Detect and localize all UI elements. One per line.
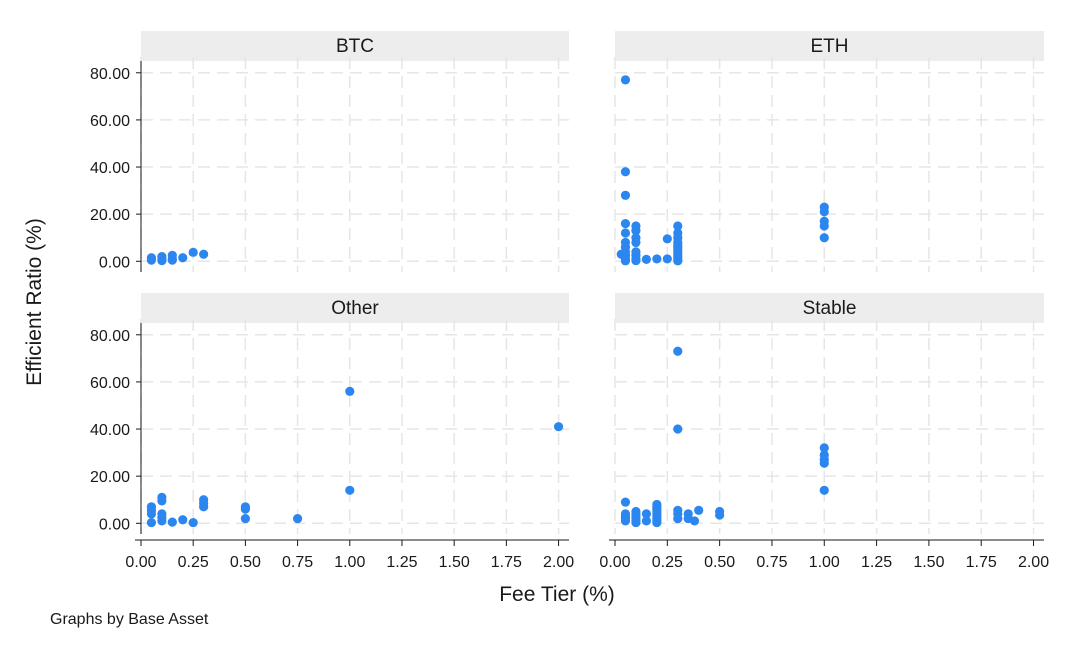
- data-point-stable: [715, 510, 725, 520]
- data-point-stable: [631, 517, 641, 528]
- data-point-other: [345, 386, 355, 396]
- data-point-eth: [620, 190, 631, 200]
- data-point-btc: [178, 253, 188, 263]
- data-point-eth: [819, 207, 829, 217]
- y-tick-label-btc: 40.00: [90, 160, 130, 177]
- data-point-stable: [673, 513, 683, 524]
- x-tick-label-stable: 0.50: [704, 554, 735, 571]
- data-point-stable: [641, 516, 651, 526]
- data-point-other: [188, 517, 198, 528]
- x-tick-label-stable: 1.25: [861, 554, 892, 571]
- data-point-eth: [620, 167, 631, 177]
- data-point-eth: [620, 75, 631, 85]
- x-tick-label-other: 1.75: [491, 554, 522, 571]
- panel-eth: ETH: [614, 31, 1044, 272]
- x-tick-label-other: 0.25: [178, 554, 209, 571]
- x-tick-label-other: 1.00: [334, 554, 365, 571]
- panel-other: Other 0.00 20.00 40.00 60.00 80.00 0.00 0.25 0.5…: [90, 293, 574, 571]
- x-tick-label-other: 0.00: [125, 554, 156, 571]
- y-tick-label-btc: 80.00: [90, 66, 130, 83]
- data-point-other: [240, 504, 250, 514]
- data-point-btc: [157, 251, 167, 262]
- data-point-eth: [616, 249, 626, 259]
- data-point-other: [292, 513, 303, 524]
- x-tick-label-stable: 1.00: [809, 554, 840, 571]
- y-tick-label-btc: 20.00: [90, 207, 130, 224]
- graphs-by-note: Graphs by Base Asset: [50, 611, 209, 628]
- data-point-other: [146, 517, 157, 528]
- data-point-other: [240, 513, 250, 524]
- y-tick-label-btc: 60.00: [90, 113, 130, 130]
- y-tick-label-other: 80.00: [90, 328, 130, 345]
- data-point-stable: [689, 516, 700, 526]
- data-point-btc: [188, 247, 198, 257]
- x-tick-label-other: 0.50: [230, 554, 261, 571]
- data-point-eth: [662, 254, 672, 264]
- y-tick-label-other: 40.00: [90, 422, 130, 439]
- y-axis-title: Efficient Ratio (%): [23, 218, 46, 386]
- data-point-stable: [620, 516, 631, 526]
- x-tick-label-other: 2.00: [543, 554, 574, 571]
- panel-btc: BTC 0.00 20.00 40.00 60.00 80.00: [90, 31, 569, 272]
- x-tick-label-stable: 1.75: [966, 554, 997, 571]
- data-point-eth: [631, 237, 641, 248]
- data-point-stable: [819, 485, 829, 495]
- data-point-eth: [819, 221, 829, 231]
- panel-strip-btc: [141, 31, 569, 61]
- data-point-stable: [694, 505, 704, 515]
- data-point-stable: [641, 509, 651, 519]
- panel-stable: Stable 0.00 0.25 0.50 0.75 1.00 1.25 1.50 1.75 2.…: [599, 293, 1049, 571]
- panels-group: BTC 0.00 20.00 40.00 60.00 80.00 ETH Other 0.00 2…: [90, 31, 1049, 571]
- data-point-eth: [673, 221, 683, 231]
- data-point-eth: [620, 218, 631, 229]
- data-point-eth: [631, 255, 641, 266]
- y-tick-label-other: 60.00: [90, 375, 130, 392]
- data-point-other: [146, 509, 157, 519]
- data-point-stable: [673, 346, 683, 356]
- data-point-btc: [199, 249, 209, 259]
- x-tick-label-stable: 0.25: [652, 554, 683, 571]
- panel-strip-other: [141, 293, 569, 323]
- x-tick-label-stable: 2.00: [1018, 554, 1049, 571]
- data-point-btc: [167, 250, 177, 260]
- data-point-eth: [641, 254, 651, 265]
- data-point-other: [553, 422, 564, 432]
- x-tick-label-other: 0.75: [282, 554, 313, 571]
- panel-strip-stable: [615, 293, 1044, 323]
- panel-title-other: Other: [331, 298, 379, 319]
- data-point-other: [157, 516, 167, 526]
- y-tick-label-btc: 0.00: [99, 254, 130, 271]
- data-point-eth: [819, 233, 829, 243]
- data-point-btc: [146, 253, 157, 263]
- data-point-eth: [631, 226, 641, 236]
- data-point-eth: [620, 256, 631, 266]
- panel-title-stable: Stable: [803, 298, 857, 319]
- data-point-eth: [620, 228, 631, 238]
- panel-title-eth: ETH: [811, 36, 849, 57]
- data-point-eth: [652, 254, 662, 264]
- data-point-stable: [620, 497, 631, 507]
- data-point-other: [199, 502, 209, 512]
- data-point-stable: [819, 458, 829, 468]
- data-point-stable: [819, 443, 829, 453]
- y-tick-label-other: 20.00: [90, 469, 130, 486]
- data-point-other: [345, 485, 355, 495]
- panel-strip-eth: [615, 31, 1044, 61]
- data-point-eth: [673, 256, 683, 266]
- y-tick-label-other: 0.00: [99, 516, 130, 533]
- data-point-stable: [673, 424, 683, 434]
- data-point-other: [167, 517, 177, 527]
- data-point-stable: [652, 517, 662, 528]
- data-point-eth: [662, 234, 672, 244]
- data-point-other: [178, 515, 188, 525]
- x-tick-label-other: 1.50: [439, 554, 470, 571]
- x-tick-label-stable: 1.50: [913, 554, 944, 571]
- x-tick-label-stable: 0.75: [756, 554, 787, 571]
- panel-title-btc: BTC: [336, 36, 374, 57]
- x-tick-label-other: 1.25: [386, 554, 417, 571]
- data-point-other: [157, 496, 167, 506]
- x-tick-label-stable: 0.00: [599, 554, 630, 571]
- x-axis-title: Fee Tier (%): [499, 583, 615, 606]
